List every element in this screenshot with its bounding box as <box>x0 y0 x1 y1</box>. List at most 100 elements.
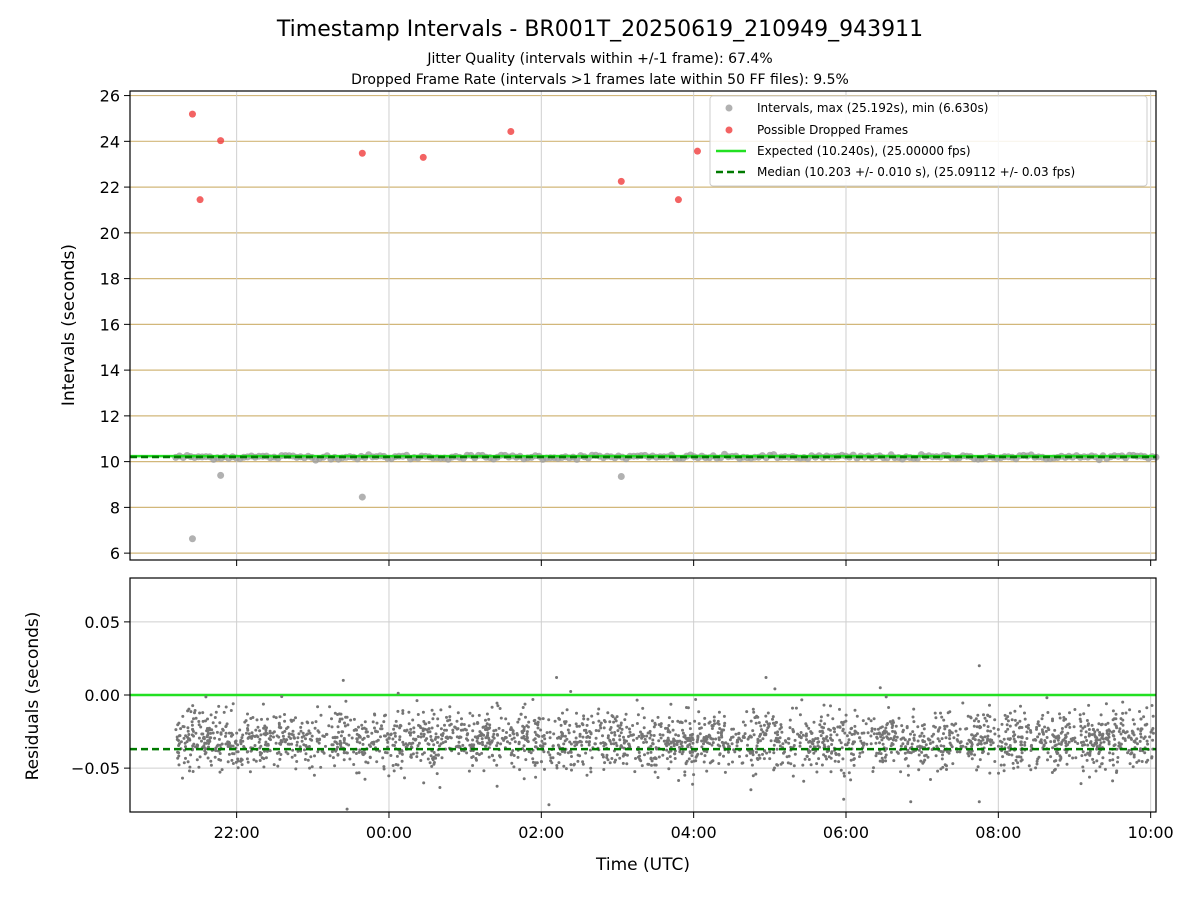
residual-point <box>1087 722 1090 726</box>
residual-point <box>1135 760 1139 764</box>
residual-point <box>671 739 675 743</box>
residual-point <box>471 764 475 767</box>
residual-point <box>398 735 402 739</box>
residual-point <box>436 735 440 739</box>
residual-point <box>635 722 639 725</box>
residual-point <box>272 763 276 767</box>
residual-point <box>620 727 624 731</box>
residual-point <box>224 705 228 709</box>
residuals-xtick-label: 06:00 <box>823 823 869 842</box>
residual-point <box>1093 730 1097 734</box>
residual-point <box>773 739 777 743</box>
residual-point <box>852 763 856 767</box>
residual-point <box>409 727 413 731</box>
residual-point <box>1110 730 1114 734</box>
residual-point <box>950 731 954 735</box>
residual-point <box>553 719 557 723</box>
residual-point <box>354 752 358 755</box>
residual-point <box>1139 727 1143 731</box>
dropped-frame-point <box>674 196 682 204</box>
residual-point <box>1056 751 1060 755</box>
residual-point <box>742 734 746 738</box>
residual-point <box>476 741 480 745</box>
residual-point <box>1063 736 1067 740</box>
residual-point <box>633 770 637 774</box>
residual-point <box>555 766 559 770</box>
residual-point <box>210 728 214 732</box>
residual-point <box>333 711 337 715</box>
residual-point <box>1151 714 1155 718</box>
residual-point <box>218 770 222 774</box>
residual-point <box>1042 743 1046 747</box>
residual-point <box>1079 724 1083 728</box>
residual-point <box>474 757 478 760</box>
residual-point <box>977 738 981 742</box>
residual-point <box>458 735 462 739</box>
residual-point <box>248 770 252 774</box>
residual-point <box>672 742 676 746</box>
residual-point <box>520 730 524 733</box>
residual-point <box>1006 727 1010 731</box>
residual-point <box>731 760 734 764</box>
residual-point <box>842 797 846 801</box>
residual-point <box>536 726 540 730</box>
residual-point <box>705 736 708 740</box>
residual-point <box>540 745 544 748</box>
residual-point <box>250 731 254 735</box>
residual-point <box>945 764 948 768</box>
residual-point <box>1138 739 1142 743</box>
residual-point <box>671 720 675 723</box>
residual-point <box>683 770 687 774</box>
residual-point <box>702 742 705 746</box>
residual-point <box>1144 760 1148 764</box>
residual-point <box>441 732 445 735</box>
residual-point <box>486 741 490 745</box>
residual-point <box>1072 725 1076 729</box>
residual-point <box>206 717 209 721</box>
residual-point <box>903 757 907 761</box>
residual-point <box>650 759 654 763</box>
residual-point <box>315 739 319 743</box>
residual-point <box>495 763 499 767</box>
residual-point <box>179 740 183 744</box>
residual-point <box>214 749 218 753</box>
residual-point <box>1056 738 1060 742</box>
dropped-frame-point <box>419 153 427 161</box>
legend-box <box>709 95 1148 187</box>
residual-point <box>492 732 496 736</box>
residual-point <box>313 754 316 758</box>
residual-point <box>1010 718 1014 722</box>
residual-point <box>190 733 194 737</box>
residual-point <box>537 716 541 720</box>
residual-point <box>606 734 610 738</box>
residual-point <box>522 728 526 731</box>
residual-point <box>694 755 698 759</box>
residual-point <box>206 729 210 733</box>
residual-point <box>594 736 598 740</box>
residual-point <box>1097 722 1101 726</box>
residual-point <box>727 762 731 766</box>
residual-point <box>852 753 855 757</box>
residual-point <box>935 744 939 748</box>
residual-point <box>204 719 207 723</box>
residual-point <box>1045 696 1049 700</box>
residual-point <box>748 735 752 739</box>
residual-point <box>451 728 455 732</box>
residual-point <box>1096 738 1100 742</box>
residual-point <box>258 759 262 762</box>
residual-point <box>986 725 990 729</box>
residual-point <box>422 781 426 785</box>
residual-point <box>703 723 707 726</box>
residual-point <box>761 737 765 741</box>
residual-point <box>1060 740 1064 744</box>
residual-point <box>884 753 888 757</box>
residual-point <box>976 743 980 747</box>
residual-point <box>618 738 622 742</box>
residual-point <box>308 737 312 741</box>
residual-point <box>604 742 608 746</box>
residual-point <box>401 711 405 715</box>
residual-point <box>240 763 244 767</box>
residual-point <box>525 735 529 739</box>
residual-point <box>292 718 295 722</box>
residual-point <box>209 763 213 767</box>
